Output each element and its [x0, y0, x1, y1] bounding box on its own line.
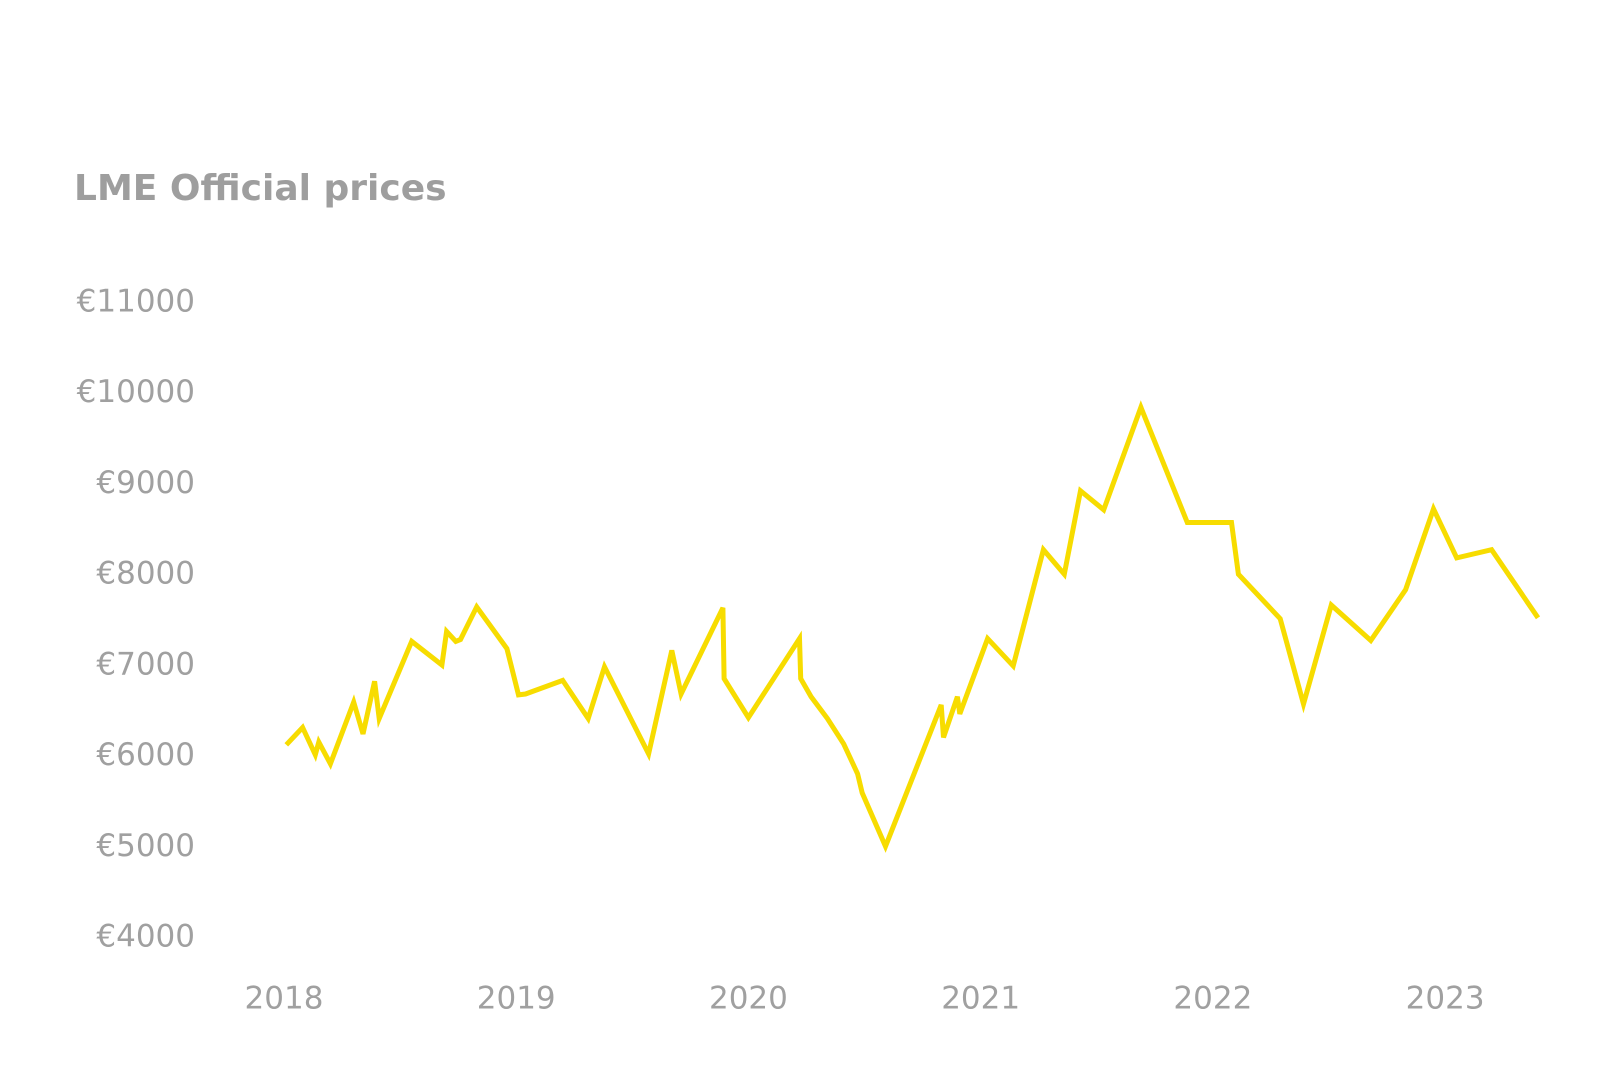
x-tick-label: 2019 — [477, 981, 556, 1017]
y-tick-label: €9000 — [96, 465, 195, 501]
price-line — [284, 400, 1541, 853]
y-tick-label: €4000 — [96, 919, 195, 955]
y-tick-label: €6000 — [96, 737, 195, 773]
y-tick-label: €7000 — [96, 646, 195, 682]
x-tick-label: 2022 — [1173, 981, 1252, 1017]
y-tick-label: €10000 — [77, 374, 195, 410]
chart-title: LME Official prices — [74, 168, 447, 209]
y-tick-label: €11000 — [77, 284, 195, 320]
x-tick-label: 2018 — [245, 981, 324, 1017]
x-tick-label: 2021 — [941, 981, 1020, 1017]
x-tick-label: 2020 — [709, 981, 788, 1017]
y-tick-label: €8000 — [96, 556, 195, 592]
x-tick-label: 2023 — [1406, 981, 1485, 1017]
y-tick-label: €5000 — [96, 828, 195, 864]
